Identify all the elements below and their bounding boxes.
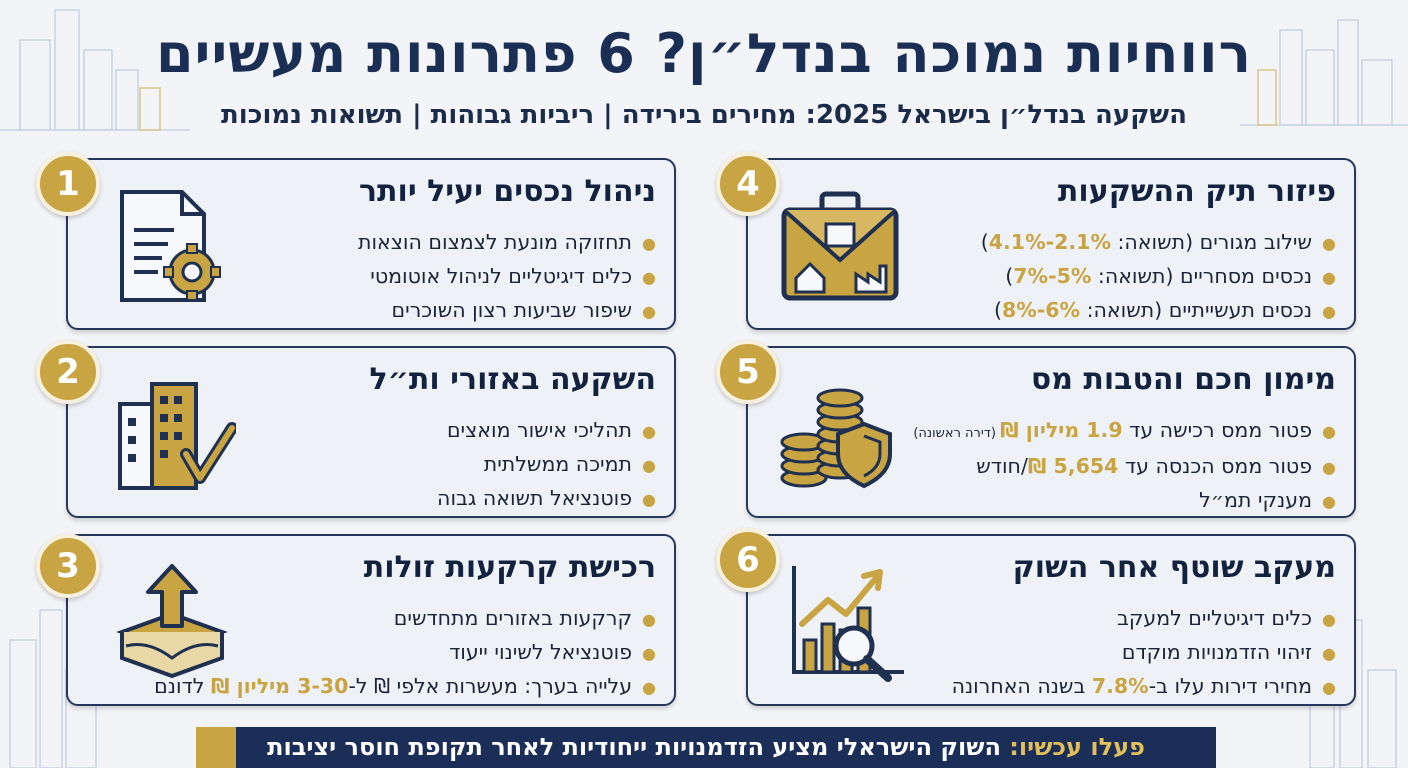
footer-accent bbox=[196, 727, 236, 768]
card-list: ●שילוב מגורים (תשואה: 2.1%-4.1%) ●נכסים … bbox=[981, 226, 1336, 328]
card-title: רכישת קרקעות זולות bbox=[363, 550, 656, 585]
briefcase-property-icon bbox=[781, 191, 899, 301]
card-title: מעקב שוטף אחר השוק bbox=[1012, 550, 1336, 585]
list-item: ●נכסים מסחריים (תשואה: 5%-7%) bbox=[1005, 264, 1336, 288]
card-number-badge: 6 bbox=[716, 528, 780, 592]
card-number-badge: 2 bbox=[36, 340, 100, 404]
list-item: ●פוטנציאל תשואה גבוה bbox=[437, 486, 656, 510]
coins-shield-icon bbox=[780, 388, 892, 489]
list-item: ●כלים דיגיטליים למעקב bbox=[1116, 606, 1336, 630]
card-list: ●כלים דיגיטליים למעקב ●זיהוי הזדמנויות מ… bbox=[952, 602, 1336, 704]
list-item: ●עלייה בערך: מעשרות אלפי ₪ ל-3-30 מיליון… bbox=[154, 674, 656, 698]
card-list: ●תהליכי אישור מואצים ●תמיכה ממשלתית ●פוט… bbox=[437, 414, 656, 516]
card-list: ●קרקעות באזורים מתחדשים ●פוטנציאל לשינוי… bbox=[154, 602, 656, 704]
list-item: ●זיהוי הזדמנויות מוקדם bbox=[1121, 640, 1336, 664]
page-title: רווחיות נמוכה בנדל״ן? 6 פתרונות מעשיים bbox=[155, 22, 1253, 85]
footer-label: פעלו עכשיו: bbox=[1009, 733, 1145, 761]
card-number-badge: 5 bbox=[716, 340, 780, 404]
solution-card-4: פיזור תיק ההשקעות ●שילוב מגורים (תשואה: … bbox=[746, 158, 1356, 330]
footer-banner bbox=[196, 727, 1216, 768]
list-item: ●שיפור שביעות רצון השוכרים bbox=[391, 298, 656, 322]
card-title: מימון חכם והטבות מס bbox=[1030, 362, 1336, 397]
document-gear-icon bbox=[120, 190, 221, 302]
card-number-badge: 3 bbox=[36, 534, 100, 598]
solution-card-2: השקעה באזורי ות״ל ●תהליכי אישור מואצים ●… bbox=[66, 346, 676, 518]
card-title: ניהול נכסים יעיל יותר bbox=[359, 174, 656, 209]
buildings-check-icon bbox=[118, 382, 236, 490]
card-number-badge: 4 bbox=[716, 152, 780, 216]
card-title: פיזור תיק ההשקעות bbox=[1057, 174, 1336, 209]
list-item: ●פטור ממס הכנסה עד 5,654 ₪/חודש bbox=[976, 454, 1336, 478]
footer-text: פעלו עכשיו: השוק הישראלי מציע הזדמנויות … bbox=[236, 727, 1176, 768]
list-item: ●נכסים תעשייתיים (תשואה: 6%-8%) bbox=[993, 298, 1336, 322]
solution-card-6: מעקב שוטף אחר השוק ●כלים דיגיטליים למעקב… bbox=[746, 534, 1356, 706]
card-list: ●תחזוקה מונעת לצמצום הוצאות ●כלים דיגיטל… bbox=[358, 226, 656, 328]
list-item: ●תהליכי אישור מואצים bbox=[446, 418, 656, 442]
card-number-badge: 1 bbox=[36, 152, 100, 216]
list-item: ●פטור ממס רכישה עד 1.9 מיליון ₪ (דירה רא… bbox=[913, 418, 1336, 442]
solution-card-1: ניהול נכסים יעיל יותר ●תחזוקה מונעת לצמצ… bbox=[66, 158, 676, 330]
solution-card-5: מימון חכם והטבות מס ●פטור ממס רכישה עד 1… bbox=[746, 346, 1356, 518]
chart-magnifier-icon bbox=[792, 566, 904, 682]
page-subtitle: השקעה בנדל״ן בישראל 2025: מחירים בירידה … bbox=[221, 100, 1187, 130]
card-list: ●פטור ממס רכישה עד 1.9 מיליון ₪ (דירה רא… bbox=[913, 414, 1336, 518]
list-item: ●מענקי תמ״ל bbox=[1199, 488, 1336, 512]
list-item: ●קרקעות באזורים מתחדשים bbox=[393, 606, 656, 630]
list-item: ●פוטנציאל לשינוי ייעוד bbox=[449, 640, 656, 664]
land-arrow-up-icon bbox=[116, 564, 228, 679]
list-item: ●תמיכה ממשלתית bbox=[483, 452, 656, 476]
card-title: השקעה באזורי ות״ל bbox=[369, 362, 656, 397]
list-item: ●כלים דיגיטליים לניהול אוטומטי bbox=[370, 264, 656, 288]
list-item: ●מחירי דירות עלו ב-7.8% בשנה האחרונה bbox=[951, 674, 1336, 698]
solution-card-3: רכישת קרקעות זולות ●קרקעות באזורים מתחדש… bbox=[66, 534, 676, 706]
footer-message: השוק הישראלי מציע הזדמנויות ייחודיות לאח… bbox=[267, 733, 1010, 761]
list-item: ●שילוב מגורים (תשואה: 2.1%-4.1%) bbox=[980, 230, 1336, 254]
list-item: ●תחזוקה מונעת לצמצום הוצאות bbox=[357, 230, 656, 254]
